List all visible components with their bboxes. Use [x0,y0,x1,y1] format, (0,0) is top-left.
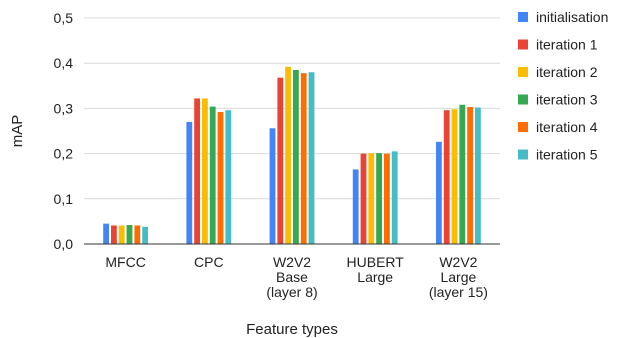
x-tick-label: W2V2 Large (layer 15) [429,254,488,300]
bar-iteration-4-4 [467,107,473,244]
bar-iteration-3-0 [126,225,133,244]
x-tick-label: CPC [194,254,224,270]
legend-label: iteration 2 [536,64,598,80]
legend-label: iteration 3 [536,92,598,108]
bar-iteration-4-3 [384,153,390,244]
y-tick-label: 0,1 [54,191,74,207]
legend-swatch [518,94,528,105]
bar-initialisation-0 [103,223,109,244]
bar-iteration-4-1 [217,112,224,245]
x-tick-label: MFCC [105,254,145,270]
bar-iteration-2-2 [285,66,291,244]
gridlines [84,17,500,200]
y-tick-label: 0,2 [54,146,74,162]
legend-label: iteration 4 [536,119,598,135]
legend-swatch [518,12,528,22]
y-tick-label: 0,5 [54,10,74,26]
bar-iteration-5-0 [142,226,148,244]
legend-swatch [518,122,528,132]
y-axis-ticks: 0,0 0,1 0,2 0,3 0,4 0,5 [54,10,74,252]
bar-iteration-4-0 [134,225,141,244]
bar-initialisation-2 [269,128,276,244]
y-tick-label: 0,0 [54,236,74,252]
bar-iteration-5-3 [391,151,398,244]
bar-iteration-4-2 [300,73,307,244]
legend-swatch [518,67,528,77]
bar-initialisation-4 [436,141,442,244]
x-tick-label: W2V2 Base (layer 8) [266,254,317,300]
legend-swatch [518,149,528,160]
bar-iteration-3-1 [209,106,216,244]
bar-iteration-5-4 [475,107,481,244]
bar-iteration-2-3 [368,153,375,244]
y-tick-label: 0,4 [54,55,74,71]
bar-iteration-5-2 [308,72,315,245]
y-axis-title: mAP [9,115,26,148]
legend-swatch [518,39,528,50]
bar-iteration-2-0 [118,225,125,244]
legend-label: iteration 5 [536,147,598,163]
bars [103,66,481,245]
bar-iteration-5-1 [225,110,232,245]
x-axis-category-labels: MFCC CPC W2V2 Base (layer 8) HUBERT Large W2V2 L… [105,254,488,300]
x-tick-label: HUBERT Large [347,254,405,285]
bar-initialisation-1 [186,121,193,244]
bar-iteration-3-4 [459,104,466,244]
bar-iteration-3-3 [376,153,382,244]
bar-iteration-2-4 [451,109,458,244]
bar-iteration-1-0 [111,225,117,244]
bar-iteration-1-3 [360,153,367,244]
x-axis-title: Feature types [246,321,338,338]
bar-iteration-1-4 [443,110,450,245]
legend-label: initialisation [536,9,608,25]
bar-initialisation-3 [352,169,359,244]
legend: initialisation iteration 1 iteration 2 iter… [518,9,608,163]
legend-label: iteration 1 [536,37,598,53]
bar-iteration-1-2 [277,77,284,244]
y-tick-label: 0,3 [54,100,74,116]
bar-iteration-1-1 [194,98,200,245]
bar-iteration-3-2 [293,69,299,244]
bar-iteration-2-1 [202,98,208,245]
